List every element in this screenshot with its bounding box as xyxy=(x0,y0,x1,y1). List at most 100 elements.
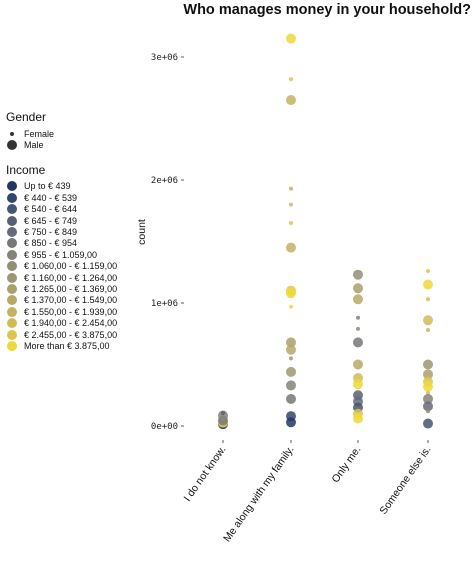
income-color-icon xyxy=(7,227,17,238)
x-tick-label: I do not know. xyxy=(181,444,228,504)
income-legend-label: € 2.455,00 - € 3.875,00 xyxy=(24,329,118,340)
gender-legend-item: Female xyxy=(6,128,117,139)
income-legend-label: € 1.370,00 - € 1.549,00 xyxy=(24,295,118,306)
income-color-icon xyxy=(7,306,17,317)
x-tick-label: Me along with my family. xyxy=(221,444,296,544)
income-legend-label: € 850 - € 954 xyxy=(24,238,78,249)
data-point xyxy=(426,390,430,395)
income-color-icon xyxy=(7,318,17,329)
data-point xyxy=(353,283,363,294)
income-legend-label: € 1.940,00 - € 2.454,00 xyxy=(24,318,118,329)
gender-legend-label: Female xyxy=(24,128,55,139)
income-legend-label: € 645 - € 749 xyxy=(24,215,78,226)
data-point xyxy=(353,359,363,370)
data-point xyxy=(289,202,293,207)
income-legend-item: Up to € 439 xyxy=(6,181,117,192)
data-point xyxy=(286,337,296,348)
data-point xyxy=(426,409,430,414)
y-tick-label: 2e+06 xyxy=(151,176,178,186)
data-point xyxy=(423,393,433,404)
income-color-icon xyxy=(7,272,17,283)
income-legend-label: € 440 - € 539 xyxy=(24,192,78,203)
data-point xyxy=(353,294,363,305)
x-axis: I do not know.Me along with my family. On… xyxy=(181,440,433,544)
data-point xyxy=(353,269,363,280)
data-point xyxy=(286,417,296,428)
income-legend-label: € 540 - € 644 xyxy=(24,204,78,215)
y-tick-label: 3e+06 xyxy=(151,53,178,63)
data-point xyxy=(356,315,360,320)
income-color-icon xyxy=(7,215,17,226)
data-point xyxy=(286,288,296,299)
data-point xyxy=(286,393,296,404)
data-point xyxy=(353,379,363,390)
income-color-icon xyxy=(7,238,17,249)
income-color-icon xyxy=(7,249,17,260)
income-legend-item: € 540 - € 644 xyxy=(6,204,117,215)
income-legend-label: € 750 - € 849 xyxy=(24,227,78,238)
income-legend-item: € 955 - € 1.059,00 xyxy=(6,249,117,260)
data-point xyxy=(289,221,293,226)
legend: Gender Female Male Income Up to € 439 € 44… xyxy=(6,110,117,352)
x-tick-label: Someone else is. xyxy=(377,444,433,517)
income-legend-label: € 955 - € 1.059,00 xyxy=(24,249,98,260)
data-point xyxy=(423,359,433,370)
income-legend-item: € 1.265,00 - € 1.369,00 xyxy=(6,283,117,294)
income-legend-label: € 1.160,00 - € 1.264,00 xyxy=(24,272,118,283)
data-point xyxy=(289,186,293,191)
data-point xyxy=(289,77,293,82)
data-point xyxy=(286,33,296,44)
income-legend-title: Income xyxy=(6,162,46,177)
data-point xyxy=(423,418,433,429)
y-axis: 0e+00 1e+06 2e+06 3e+06 xyxy=(151,53,184,432)
data-point xyxy=(289,304,293,309)
gender-legend-label: Male xyxy=(24,140,44,151)
data-point xyxy=(286,344,296,355)
data-point xyxy=(426,269,430,274)
income-legend-item: € 1.160,00 - € 1.264,00 xyxy=(6,272,117,283)
x-tick-label: Only me. xyxy=(330,444,364,485)
data-point xyxy=(353,413,363,424)
data-point xyxy=(286,380,296,391)
income-color-icon xyxy=(7,192,17,203)
gender-legend-item: Male xyxy=(6,139,117,151)
income-legend-item: € 850 - € 954 xyxy=(6,238,117,249)
data-point xyxy=(221,411,225,416)
gender-legend-title: Gender xyxy=(6,110,47,124)
chart-title: Who manages money in your household? xyxy=(183,2,471,18)
data-points xyxy=(218,33,433,430)
y-tick-label: 1e+06 xyxy=(151,299,178,309)
gender-legend: Gender Female Male xyxy=(6,110,117,151)
income-legend-label: Up to € 439 xyxy=(24,181,71,192)
data-point xyxy=(426,328,430,333)
income-legend-item: € 1.940,00 - € 2.454,00 xyxy=(6,317,118,329)
income-legend-item: € 750 - € 849 xyxy=(6,226,117,238)
y-axis-title: count xyxy=(136,219,148,245)
data-point xyxy=(423,369,433,380)
income-legend-item: € 2.455,00 - € 3.875,00 xyxy=(6,329,117,340)
income-legend: Income Up to € 439 € 440 - € 539 € 540 - €… xyxy=(6,163,117,352)
data-point xyxy=(356,326,360,331)
income-legend-item: € 1.550,00 - € 1.939,00 xyxy=(6,306,117,317)
data-point xyxy=(289,356,293,361)
income-color-icon xyxy=(7,283,17,294)
income-legend-item: € 1.060,00 - € 1.159,00 xyxy=(6,261,117,272)
income-legend-label: € 1.550,00 - € 1.939,00 xyxy=(24,306,118,317)
income-legend-label: More than € 3.875,00 xyxy=(24,340,110,351)
data-point xyxy=(286,242,296,253)
data-point xyxy=(353,337,363,348)
data-point xyxy=(423,381,433,392)
data-point xyxy=(286,366,296,377)
income-legend-label: € 1.265,00 - € 1.369,00 xyxy=(24,283,118,294)
data-point xyxy=(218,410,228,421)
income-legend-item: € 1.370,00 - € 1.549,00 xyxy=(6,295,117,306)
income-color-icon xyxy=(7,181,17,192)
gender-size-icon xyxy=(10,131,14,136)
income-legend-item: € 645 - € 749 xyxy=(6,215,117,226)
income-legend-item: € 440 - € 539 xyxy=(6,192,117,203)
income-color-icon xyxy=(7,340,17,351)
data-point xyxy=(426,297,430,302)
income-color-icon xyxy=(7,329,17,340)
income-legend-label: € 1.060,00 - € 1.159,00 xyxy=(24,261,118,272)
income-color-icon xyxy=(7,204,17,215)
